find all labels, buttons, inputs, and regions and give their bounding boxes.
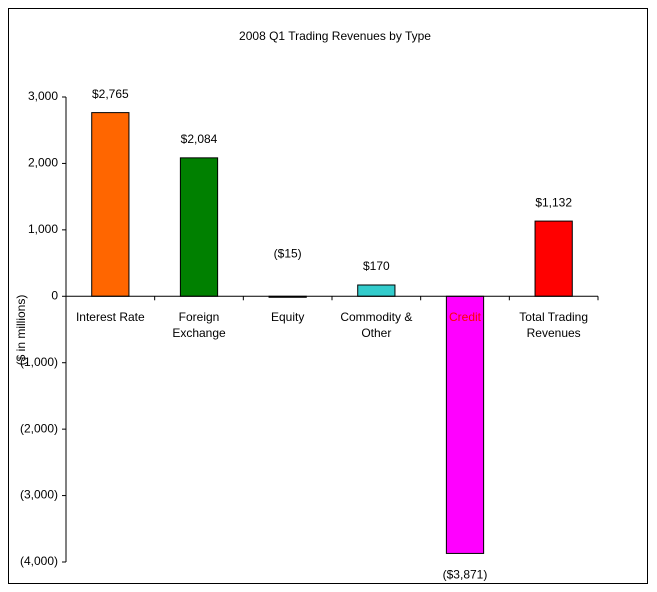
- value-label: $170: [363, 259, 390, 273]
- x-tick-label: Interest Rate: [75, 310, 145, 325]
- y-tick-label: 2,000: [28, 156, 58, 170]
- x-tick-label: Commodity & Other: [340, 310, 413, 341]
- x-tick-label: Equity: [270, 310, 305, 325]
- bar: [179, 157, 219, 297]
- y-tick-label: 3,000: [28, 89, 58, 103]
- chart-frame: [8, 8, 648, 584]
- value-label: $1,132: [535, 195, 572, 209]
- chart-title: 2008 Q1 Trading Revenues by Type: [239, 29, 431, 43]
- bar: [445, 295, 485, 554]
- bar: [534, 220, 573, 297]
- value-label: $2,084: [181, 132, 218, 146]
- y-axis-label: ($ in millions): [14, 295, 28, 366]
- value-label: $2,765: [92, 87, 129, 101]
- x-tick-label: Total Trading Revenues: [519, 310, 589, 341]
- y-tick-label: 0: [51, 288, 58, 302]
- y-tick-label: (1,000): [20, 355, 58, 369]
- y-tick-label: (2,000): [20, 421, 58, 435]
- y-tick-label: (3,000): [20, 488, 58, 502]
- y-tick-label: (4,000): [20, 554, 58, 568]
- value-label: ($3,871): [443, 568, 488, 582]
- y-tick-label: 1,000: [28, 222, 58, 236]
- x-tick-label: Foreign Exchange: [172, 310, 226, 341]
- bar: [91, 112, 130, 297]
- value-label: ($15): [274, 246, 302, 260]
- bar: [357, 284, 396, 297]
- x-tick-label: Credit: [448, 310, 481, 325]
